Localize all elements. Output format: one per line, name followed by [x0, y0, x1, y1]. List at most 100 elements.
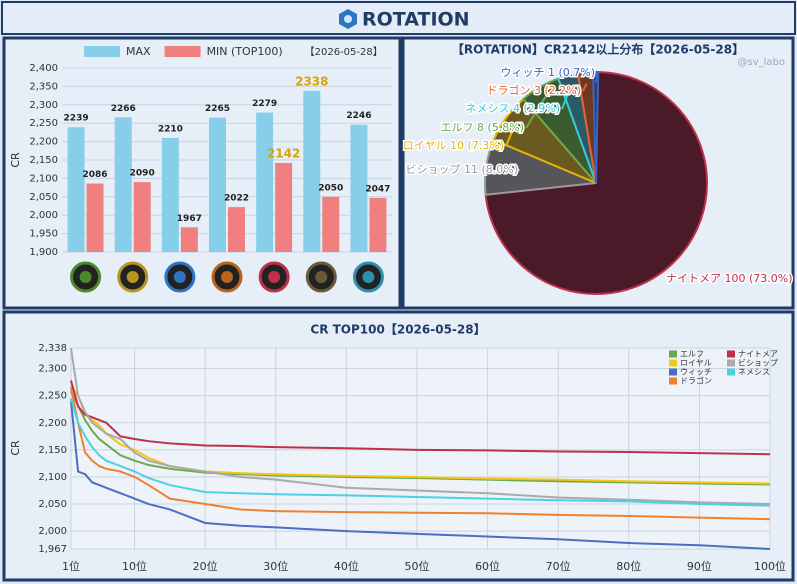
legend-label: ビショップ: [738, 359, 778, 368]
leader-line: [505, 123, 517, 147]
line-series: [70, 347, 771, 506]
bar: [86, 183, 104, 252]
line-series: [70, 390, 771, 486]
y-tick-label: 2,050: [29, 192, 58, 203]
y-tick-label: 2,338: [38, 343, 67, 354]
legend-swatch: [727, 359, 735, 367]
class-icon-core: [126, 271, 139, 283]
y-tick-label: 2,300: [38, 364, 67, 375]
value-label: 2246: [346, 111, 371, 121]
bar: [161, 137, 179, 252]
class-icon-core: [362, 271, 375, 283]
bar: [256, 112, 274, 252]
legend-label: MIN (TOP100): [207, 45, 283, 58]
header-bar: [1, 1, 796, 35]
bar: [209, 117, 226, 253]
bar: [228, 207, 245, 252]
header-title: ROTATION: [362, 9, 470, 31]
class-icon-core: [79, 271, 92, 283]
legend-swatch: [669, 350, 677, 358]
bar: [133, 182, 151, 252]
value-label: 2050: [318, 183, 343, 193]
x-tick-label: 100位: [754, 559, 786, 573]
value-label: 2265: [205, 104, 230, 114]
bar: [67, 127, 85, 252]
chart-subtitle: 【2026-05-28】: [305, 46, 383, 58]
y-tick-label: 2,300: [29, 100, 58, 111]
y-tick-label: 1,950: [29, 229, 58, 240]
legend-label: ナイトメア: [738, 350, 778, 359]
y-tick-label: 2,050: [38, 499, 67, 510]
y-axis-label: CR: [9, 440, 22, 456]
bar: [180, 227, 198, 252]
value-label: 2279: [252, 99, 277, 109]
x-tick-label: 30位: [263, 559, 288, 573]
y-tick-label: 1,967: [38, 544, 67, 555]
value-label: 2086: [83, 170, 108, 180]
y-tick-label: 2,400: [29, 63, 58, 74]
leader-line: [561, 85, 572, 110]
bar: [369, 197, 387, 252]
value-label: 2142: [267, 146, 300, 160]
value-label: 1967: [177, 214, 202, 224]
class-icon-core: [268, 271, 281, 283]
y-axis-label: CR: [9, 152, 22, 168]
y-tick-label: 2,150: [29, 155, 58, 166]
y-tick-label: 2,100: [29, 173, 58, 184]
x-tick-label: 70位: [546, 559, 571, 573]
slice-label: ロイヤル 10 (7.3%): [403, 139, 504, 152]
x-tick-label: 10位: [122, 559, 147, 573]
leader-line: [497, 167, 521, 171]
legend-swatch: [164, 46, 201, 57]
value-label: 2022: [224, 194, 249, 204]
value-label: 2047: [365, 184, 390, 194]
leader-line: [594, 72, 598, 84]
value-label: 2210: [158, 124, 183, 134]
y-tick-label: 2,250: [29, 118, 58, 129]
chart-title: 【ROTATION】CR2142以上分布【2026-05-28】: [452, 42, 744, 57]
bar: [322, 196, 340, 252]
leader-line: [582, 83, 588, 92]
slice-label: エルフ 8 (5.8%): [440, 121, 524, 134]
pie-slice: [592, 71, 600, 184]
legend-label: ネメシス: [738, 368, 770, 377]
y-tick-label: 2,250: [38, 391, 67, 402]
legend-swatch: [669, 377, 677, 385]
value-label: 2266: [111, 104, 136, 114]
bar: [350, 124, 368, 252]
bar: [303, 90, 321, 252]
bar: [114, 117, 132, 252]
slice-label: ビショップ 11 (8.0%): [405, 163, 518, 176]
y-tick-label: 2,100: [38, 472, 67, 483]
class-icon-core: [173, 271, 186, 283]
legend-label: MAX: [126, 45, 151, 58]
x-tick-label: 60位: [475, 559, 500, 573]
y-tick-label: 2,150: [38, 445, 67, 456]
y-tick-label: 2,200: [29, 137, 58, 148]
y-tick-label: 2,350: [29, 81, 58, 92]
legend-swatch: [727, 350, 735, 358]
legend-label: エルフ: [680, 350, 704, 359]
bar: [275, 162, 293, 252]
y-tick-label: 1,900: [29, 247, 58, 258]
value-label: 2338: [295, 74, 328, 88]
x-tick-label: 20位: [193, 559, 218, 573]
slice-label: ナイトメア 100 (73.0%): [666, 272, 793, 285]
line-series: [70, 380, 771, 456]
class-icon-core: [315, 271, 328, 283]
panel: [2, 36, 402, 310]
line-series: [70, 398, 771, 507]
legend-swatch: [669, 368, 677, 376]
legend-swatch: [727, 368, 735, 376]
legend-swatch: [84, 46, 120, 57]
y-tick-label: 2,200: [38, 418, 67, 429]
plot-area: [70, 347, 771, 550]
legend-label: ロイヤル: [680, 359, 712, 368]
header-icon: [339, 9, 357, 29]
x-tick-label: 90位: [687, 559, 712, 573]
x-tick-label: 80位: [616, 559, 641, 573]
slice-label: ウィッチ 1 (0.7%): [500, 66, 595, 79]
chart-title: CR TOP100【2026-05-28】: [310, 322, 485, 337]
line-series: [70, 400, 771, 550]
